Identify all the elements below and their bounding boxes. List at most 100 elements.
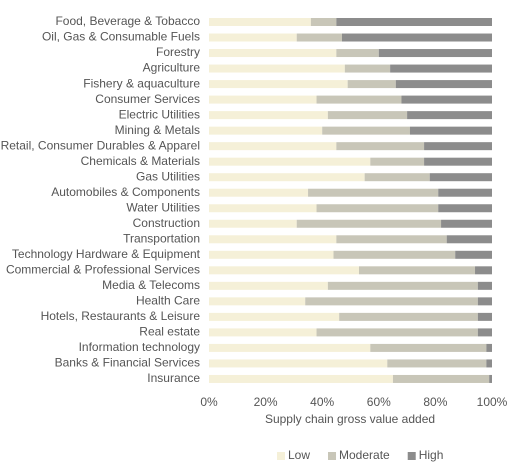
category-label: Commercial & Professional Services [6, 262, 200, 276]
bar-segment [209, 80, 348, 89]
x-tick-label: 0% [200, 395, 218, 409]
bar-segment [209, 126, 323, 135]
bar-segment [209, 250, 334, 259]
bar-segment [475, 266, 492, 275]
bar-segment [347, 80, 396, 89]
category-label: Oil, Gas & Consumable Fuels [42, 30, 200, 44]
bar-segment [209, 142, 337, 151]
bar-segment [310, 18, 337, 26]
bar-segment [392, 374, 490, 383]
category-label: Agriculture [143, 61, 201, 75]
category-label: Media & Telecoms [102, 278, 200, 292]
bar-segment [209, 281, 328, 290]
bar-segment [455, 250, 492, 259]
bar-segment [333, 250, 456, 259]
bar-segment [209, 157, 371, 166]
bar-segment [407, 111, 492, 120]
category-label: Fishery & aquaculture [83, 76, 200, 90]
legend-label: Low [288, 448, 310, 462]
bar-segment [322, 126, 410, 135]
bar-segment [209, 219, 297, 228]
category-label: Water Utilities [126, 200, 200, 214]
bar-segment [336, 49, 379, 58]
bar-segment [477, 281, 492, 290]
bar-segment [209, 188, 309, 197]
bar-segment [441, 219, 492, 228]
bar-segment [305, 297, 478, 306]
bar-segment [486, 343, 492, 352]
bar-segment [401, 95, 492, 104]
bar-segment [489, 374, 492, 383]
category-label: Automobiles & Components [51, 185, 200, 199]
x-axis-label: Supply chain gross value added [265, 412, 435, 426]
bar-segment [308, 188, 439, 197]
bar-segment [316, 95, 402, 104]
category-label: Construction [133, 216, 200, 230]
bar-segment [364, 173, 430, 182]
bar-segment [424, 157, 492, 166]
bar-segment [344, 64, 391, 73]
category-label: Information technology [79, 340, 200, 354]
bar-segment [390, 64, 492, 73]
bar-segment [209, 64, 345, 73]
category-label: Mining & Metals [115, 123, 200, 137]
legend-label: High [419, 448, 444, 462]
bar-segment [342, 33, 492, 42]
category-label: Retail, Consumer Durables & Apparel [1, 138, 200, 152]
bar-segment [486, 359, 492, 368]
bar-segment [209, 359, 388, 368]
bar-segment [316, 204, 439, 213]
bar-segment [378, 49, 492, 58]
bar-segment [327, 111, 408, 120]
category-label: Real estate [139, 325, 200, 339]
bar-segment [424, 142, 492, 151]
bar-segment [370, 343, 487, 352]
bar-segment [336, 235, 447, 244]
bar-segment [209, 374, 393, 383]
bar-segment [209, 111, 328, 120]
bar-segment [395, 80, 492, 89]
category-label: Consumer Services [95, 92, 200, 106]
bar-segment [209, 18, 311, 26]
bar-segment [209, 343, 371, 352]
bar-segment [296, 33, 343, 42]
bar-segment [296, 219, 442, 228]
x-tick-label: 60% [367, 395, 391, 409]
x-tick-label: 40% [310, 395, 334, 409]
bar-segment [477, 312, 492, 321]
bar-segment [477, 297, 492, 306]
category-label: Forestry [156, 45, 200, 59]
bar-segment [370, 157, 425, 166]
bar-segment [209, 204, 317, 213]
category-label: Banks & Financial Services [55, 356, 200, 370]
x-tick-label: 80% [423, 395, 447, 409]
bar-segment [477, 328, 492, 337]
category-label: Technology Hardware & Equipment [12, 247, 201, 261]
category-label: Chemicals & Materials [81, 154, 200, 168]
legend-swatch [407, 452, 416, 460]
bar-segment [336, 142, 425, 151]
bar-segment [409, 126, 492, 135]
bar-segment [209, 297, 306, 306]
bar-segment [209, 328, 317, 337]
category-label: Insurance [147, 371, 200, 385]
bar-segment [429, 173, 492, 182]
bar-segment [209, 95, 317, 104]
bar-segment [316, 328, 478, 337]
category-label: Food, Beverage & Tobacco [55, 14, 200, 28]
bar-segment [339, 312, 478, 321]
bar-segment [209, 173, 365, 182]
category-label: Transportation [123, 231, 200, 245]
bar-segment [438, 188, 492, 197]
category-label: Health Care [136, 294, 200, 308]
bar-segment [209, 49, 337, 58]
bar-segment [327, 281, 478, 290]
legend-label: Moderate [339, 448, 390, 462]
bar-segment [209, 235, 337, 244]
bar-segment [438, 204, 492, 213]
bar-segment [209, 266, 359, 275]
bar-segment [387, 359, 487, 368]
bar-segment [336, 18, 492, 26]
